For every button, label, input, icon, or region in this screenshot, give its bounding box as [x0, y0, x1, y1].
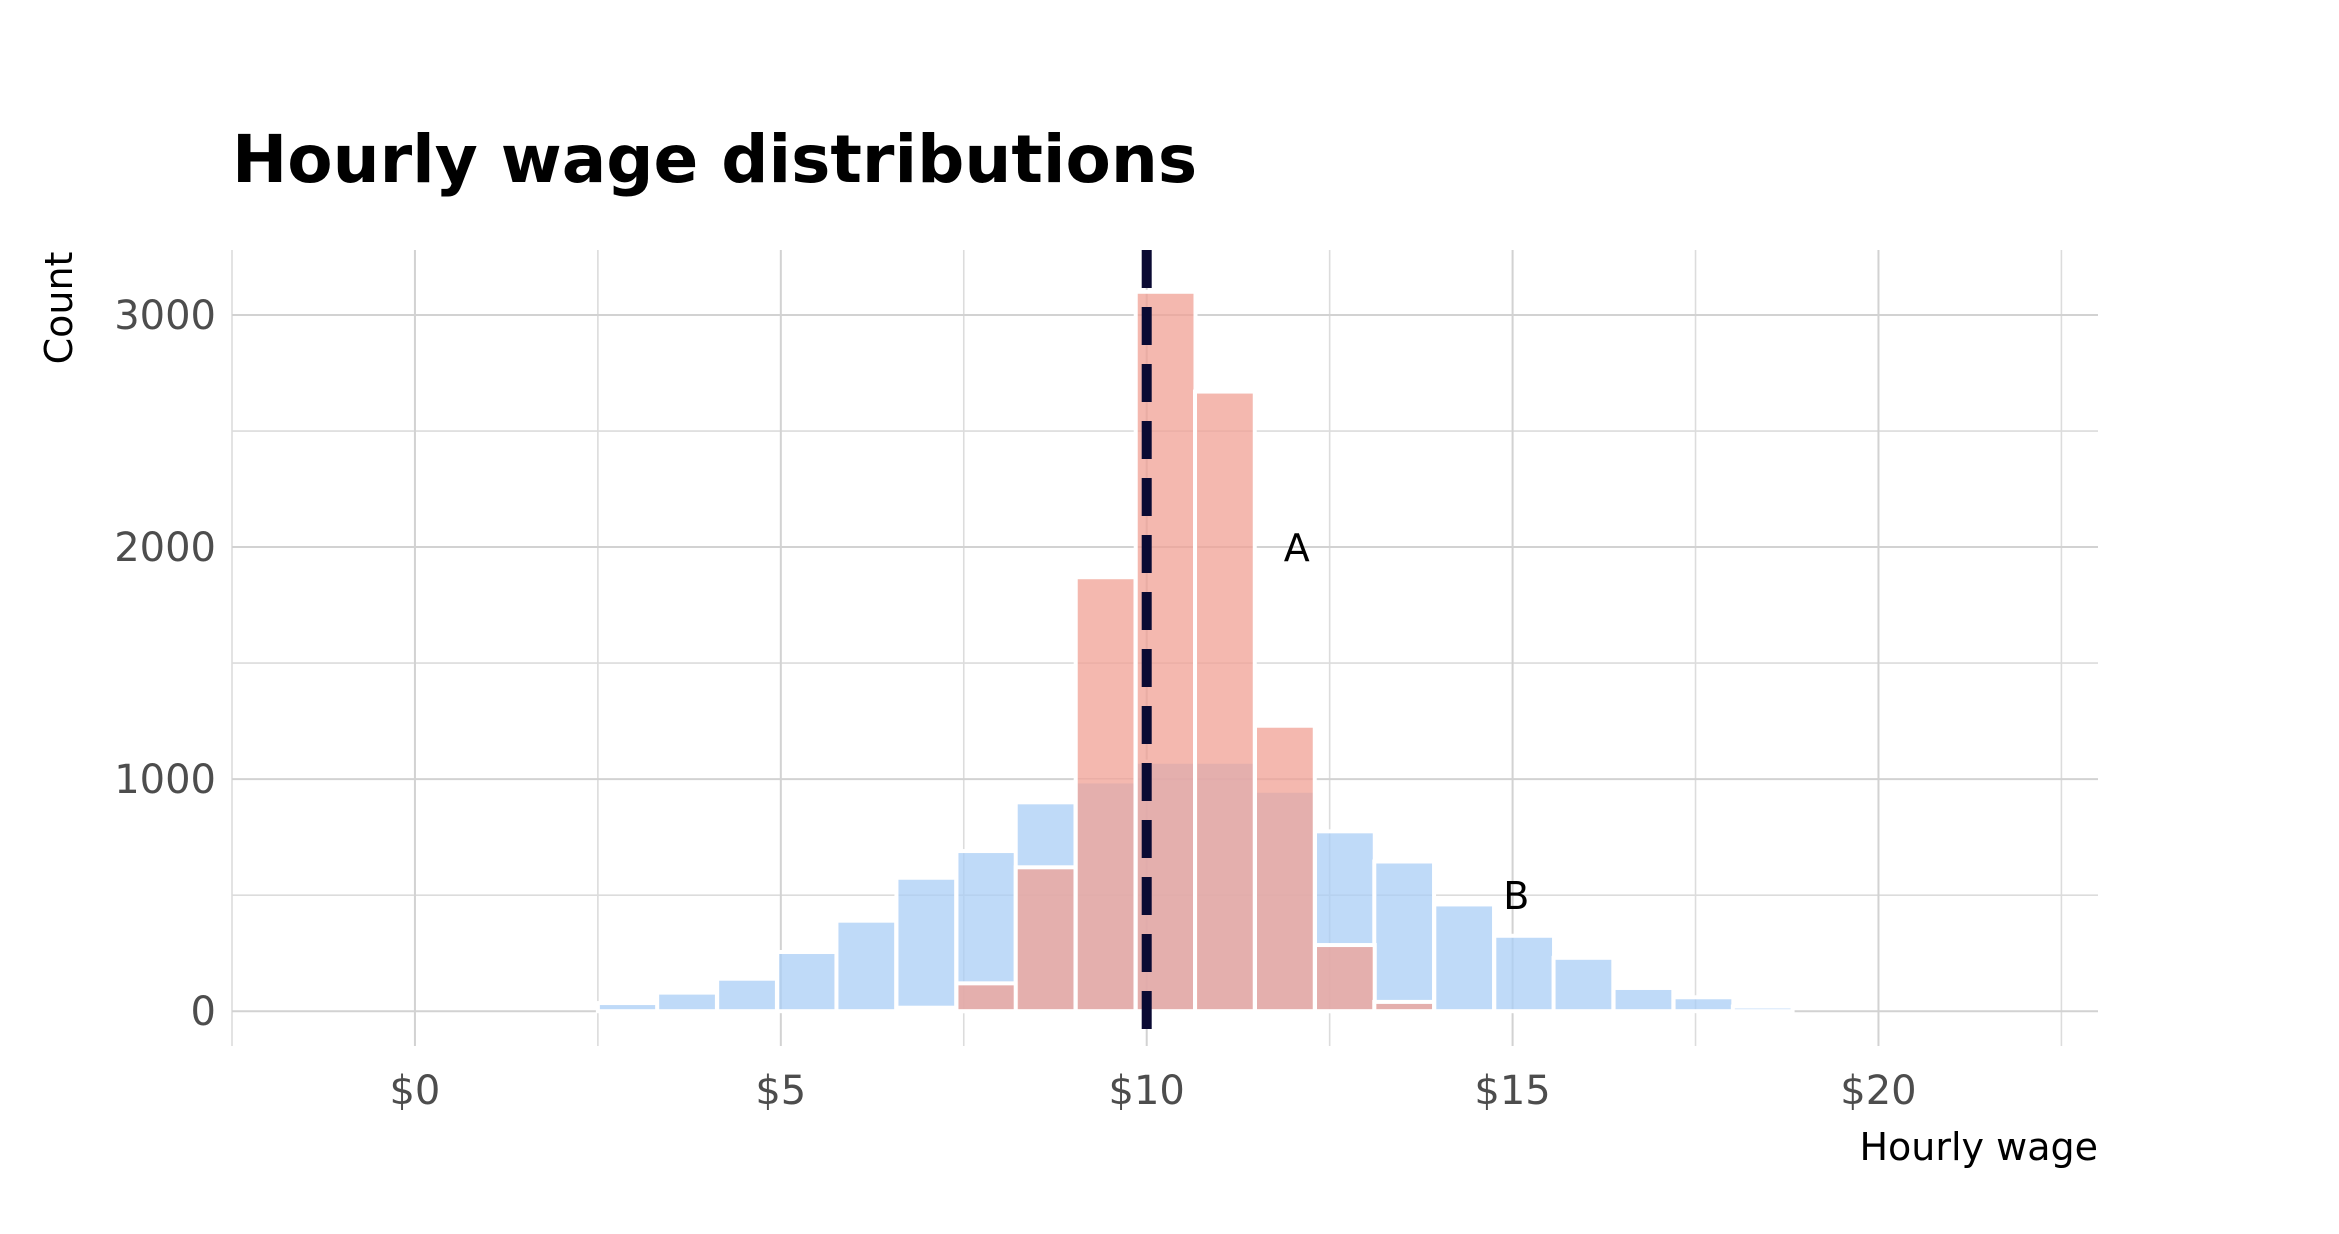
annotations: AB	[1284, 526, 1530, 918]
histogram-bars	[595, 289, 1795, 1014]
y-tick-label: 0	[191, 989, 216, 1035]
histogram-bar-series-1	[1492, 933, 1557, 1014]
histogram-bar-series-2	[1372, 999, 1437, 1014]
histogram-bar-series-1	[655, 990, 719, 1014]
annotation-label: B	[1503, 874, 1529, 918]
histogram-bar-series-1	[894, 875, 959, 1014]
x-tick-label: $10	[1109, 1068, 1185, 1114]
histogram-bar-series-1	[1671, 995, 1736, 1014]
y-tick-label: 1000	[114, 757, 216, 803]
histogram-bar-series-1	[1551, 955, 1616, 1014]
histogram-bar-series-1	[1730, 1004, 1795, 1014]
histogram-bar-series-2	[1193, 389, 1257, 1014]
x-axis-ticks: $0 $5 $10 $15 $20	[389, 1068, 1916, 1114]
histogram-bar-series-1	[715, 976, 779, 1014]
histogram-bar-series-2	[1313, 943, 1377, 1014]
histogram-bar-series-2	[1013, 865, 1078, 1014]
chart-title: Hourly wage distributions	[232, 121, 1197, 198]
y-axis-ticks: 0 1000 2000 3000	[114, 293, 216, 1035]
histogram-bar-series-2	[1253, 723, 1317, 1014]
histogram-bar-series-1	[834, 918, 899, 1014]
y-tick-label: 2000	[114, 525, 216, 571]
histogram-bar-series-1	[1611, 985, 1676, 1014]
histogram-bar-series-1	[1432, 902, 1497, 1014]
x-tick-label: $15	[1474, 1068, 1550, 1114]
x-tick-label: $0	[389, 1068, 440, 1114]
histogram-bar-series-2	[1073, 575, 1138, 1014]
histogram-bar-series-1	[595, 1001, 660, 1014]
y-tick-label: 3000	[114, 293, 216, 339]
histogram-bar-series-1	[775, 950, 839, 1014]
y-axis-title: Count	[37, 252, 81, 365]
annotation-label: A	[1284, 526, 1310, 570]
histogram-bar-series-2	[954, 981, 1019, 1014]
x-tick-label: $5	[755, 1068, 806, 1114]
histogram-bar-series-2	[894, 1005, 959, 1014]
x-axis-title: Hourly wage	[1859, 1125, 2098, 1169]
histogram-bar-series-1	[1372, 859, 1437, 1014]
x-tick-label: $20	[1840, 1068, 1916, 1114]
